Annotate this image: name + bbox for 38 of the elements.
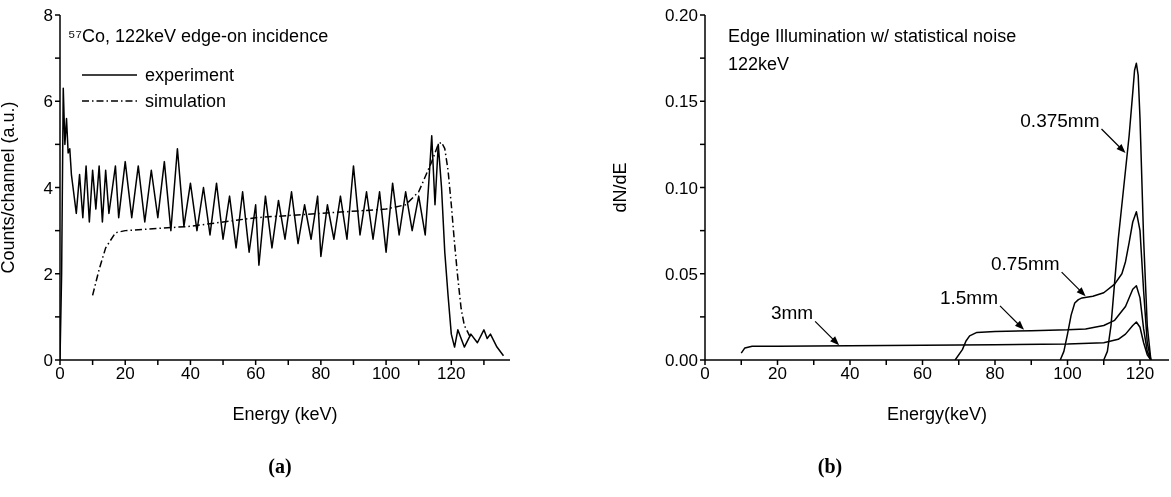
- text: 122keV: [728, 53, 791, 76]
- text: Edge Illumination w/ statistical noise: [728, 25, 1017, 48]
- annotation: 0.375mm: [1020, 110, 1100, 131]
- y-tick-label: 0.15: [664, 92, 698, 112]
- x-tick-label: 120: [437, 364, 466, 384]
- x-tick-label: 60: [246, 364, 266, 384]
- x-tick-label: 40: [180, 364, 200, 384]
- y-tick-label: 0.00: [664, 351, 698, 371]
- y-axis-title: dN/dE: [610, 162, 631, 213]
- y-tick-label: 8: [43, 6, 53, 26]
- x-tick-label: 60: [913, 364, 932, 384]
- y-tick-label: 0: [43, 351, 53, 371]
- x-axis-title: Energy(keV): [886, 404, 988, 424]
- y-tick-label: 4: [43, 178, 53, 198]
- text: (a): [267, 455, 293, 478]
- line-series: [91, 141, 472, 340]
- y-tick-label: 6: [43, 92, 53, 112]
- x-tick-label: 100: [371, 364, 401, 384]
- x-tick-label: 100: [1053, 364, 1082, 384]
- legend-label: experiment: [145, 64, 235, 86]
- y-tick-label: 0.05: [664, 264, 698, 284]
- annotation: 3mm: [770, 302, 814, 324]
- annotation: 0.75mm: [990, 253, 1060, 275]
- y-tick-label: 2: [43, 264, 53, 284]
- x-tick-label: 80: [311, 364, 331, 384]
- text: ⁵⁷Co, 122keV edge-on incidence: [68, 25, 329, 48]
- y-axis-title: Counts/channel (a.u.): [0, 101, 19, 274]
- text: (b): [816, 455, 844, 478]
- x-tick-label: 20: [115, 364, 135, 384]
- annotation: 1.5mm: [939, 286, 998, 308]
- x-tick-label: 20: [768, 364, 787, 384]
- x-tick-label: 40: [840, 364, 860, 384]
- y-tick-label: 0.20: [664, 6, 698, 26]
- legend-label: simulation: [145, 90, 227, 112]
- x-tick-label: 80: [985, 364, 1005, 384]
- y-tick-label: 0.10: [664, 178, 698, 198]
- x-tick-label: 120: [1125, 364, 1155, 384]
- x-axis-title: Energy (keV): [232, 404, 338, 424]
